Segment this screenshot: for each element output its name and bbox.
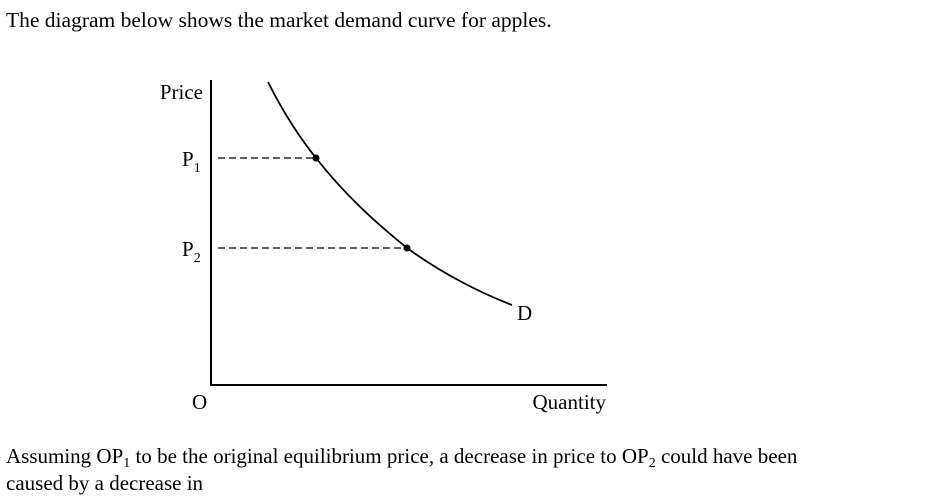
text-segment: to be the original equilibrium price, a … [130,444,649,468]
point-p2 [403,244,411,252]
text-segment: Assuming OP [6,444,124,468]
y-axis-label: Price [160,80,203,104]
subscript: 2 [194,251,201,266]
x-axis-label: Quantity [533,390,607,414]
question-text: Assuming OP1 to be the original equilibr… [6,443,797,497]
question-line: caused by a decrease in [6,470,797,497]
text-segment: caused by a decrease in [6,471,204,495]
curve-label: D [517,301,532,325]
price-level-label: P1 [182,147,201,176]
subscript: 2 [648,456,656,471]
symbol: P [182,237,194,261]
subscript: 1 [123,456,131,471]
demand-curve [267,81,513,306]
point-p1 [312,154,320,162]
origin-label: O [192,390,207,414]
price-level-label: P2 [182,237,201,266]
symbol: P [182,147,194,171]
intro-text: The diagram below shows the market deman… [6,8,552,32]
demand-diagram: Price P1 P2 O Quantity D [160,80,607,414]
text-segment: could have been [655,444,798,468]
subscript: 1 [194,161,201,176]
question-line: Assuming OP1 to be the original equilibr… [6,443,798,471]
